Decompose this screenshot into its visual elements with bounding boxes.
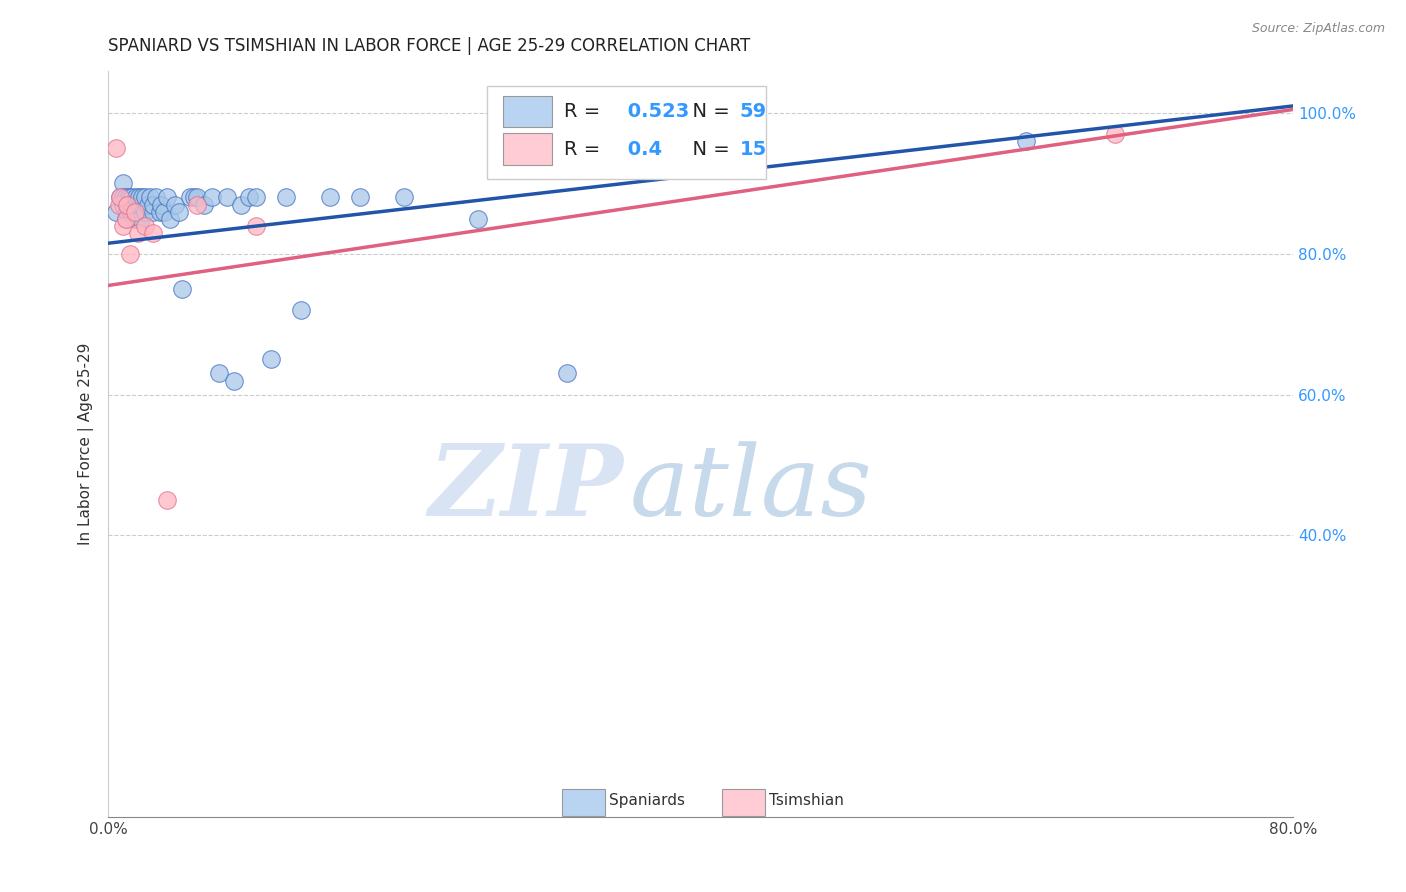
Point (555, 367, 578, 381)
Point (115, 211, 138, 226)
Point (153, 204, 176, 219)
Text: Spaniards: Spaniards (609, 793, 685, 808)
Point (193, 197, 215, 211)
Point (134, 219, 156, 233)
Point (131, 190, 153, 204)
Point (127, 226, 149, 240)
Point (124, 204, 146, 219)
Point (290, 303, 312, 318)
FancyBboxPatch shape (721, 789, 765, 815)
Point (138, 190, 160, 204)
Point (260, 352, 283, 367)
Point (117, 197, 139, 211)
Point (142, 197, 165, 211)
Text: Tsimshian: Tsimshian (769, 793, 844, 808)
Text: atlas: atlas (630, 441, 872, 536)
Text: R =: R = (564, 103, 607, 121)
Point (127, 204, 149, 219)
Point (111, 219, 134, 233)
Point (274, 190, 297, 204)
Point (118, 190, 141, 204)
Point (121, 190, 143, 204)
Point (163, 197, 186, 211)
Point (172, 282, 194, 296)
Point (145, 190, 167, 204)
Point (108, 190, 131, 204)
Point (120, 204, 142, 219)
Point (111, 177, 134, 191)
Point (319, 190, 342, 204)
Point (134, 190, 156, 204)
Point (108, 190, 131, 204)
Text: Source: ZipAtlas.com: Source: ZipAtlas.com (1251, 22, 1385, 36)
Point (201, 190, 224, 204)
Y-axis label: In Labor Force | Age 25-29: In Labor Force | Age 25-29 (79, 343, 94, 545)
FancyBboxPatch shape (503, 96, 553, 128)
Point (120, 197, 142, 211)
Point (117, 204, 139, 219)
Point (120, 247, 142, 261)
Point (159, 211, 181, 226)
Point (208, 367, 231, 381)
Text: ZIP: ZIP (429, 441, 623, 537)
Point (129, 197, 152, 211)
Point (104, 141, 127, 155)
Point (129, 211, 152, 226)
FancyBboxPatch shape (488, 86, 766, 179)
Point (186, 197, 208, 211)
Text: N =: N = (681, 140, 737, 159)
Point (134, 204, 156, 219)
Point (467, 211, 489, 226)
Point (142, 226, 165, 240)
Point (149, 204, 172, 219)
Point (122, 197, 145, 211)
Point (186, 190, 208, 204)
Text: N =: N = (681, 103, 737, 121)
Point (107, 197, 129, 211)
Point (167, 204, 190, 219)
Point (142, 204, 165, 219)
Point (222, 374, 245, 388)
Point (121, 204, 143, 219)
Point (115, 211, 138, 226)
Point (150, 197, 173, 211)
Point (156, 190, 179, 204)
Point (238, 190, 260, 204)
Point (111, 197, 134, 211)
Text: SPANIARD VS TSIMSHIAN IN LABOR FORCE | AGE 25-29 CORRELATION CHART: SPANIARD VS TSIMSHIAN IN LABOR FORCE | A… (108, 37, 751, 55)
Point (231, 197, 253, 211)
Point (394, 190, 416, 204)
Point (124, 211, 146, 226)
FancyBboxPatch shape (562, 789, 605, 815)
Text: 59: 59 (740, 103, 766, 121)
Point (125, 190, 148, 204)
Point (128, 190, 150, 204)
Point (124, 197, 146, 211)
Text: 0.4: 0.4 (621, 140, 662, 159)
Point (245, 190, 267, 204)
Point (1104, 127, 1126, 141)
Point (156, 493, 179, 508)
Text: R =: R = (564, 140, 607, 159)
Point (111, 190, 134, 204)
Text: 0.523: 0.523 (621, 103, 689, 121)
Point (245, 219, 267, 233)
Point (104, 204, 127, 219)
Point (136, 197, 159, 211)
Point (183, 190, 205, 204)
Point (117, 197, 139, 211)
FancyBboxPatch shape (503, 134, 553, 165)
Point (115, 190, 138, 204)
Point (179, 190, 201, 204)
Point (349, 190, 371, 204)
Text: 15: 15 (740, 140, 766, 159)
Point (1015, 134, 1038, 148)
Point (127, 211, 149, 226)
Point (215, 190, 238, 204)
